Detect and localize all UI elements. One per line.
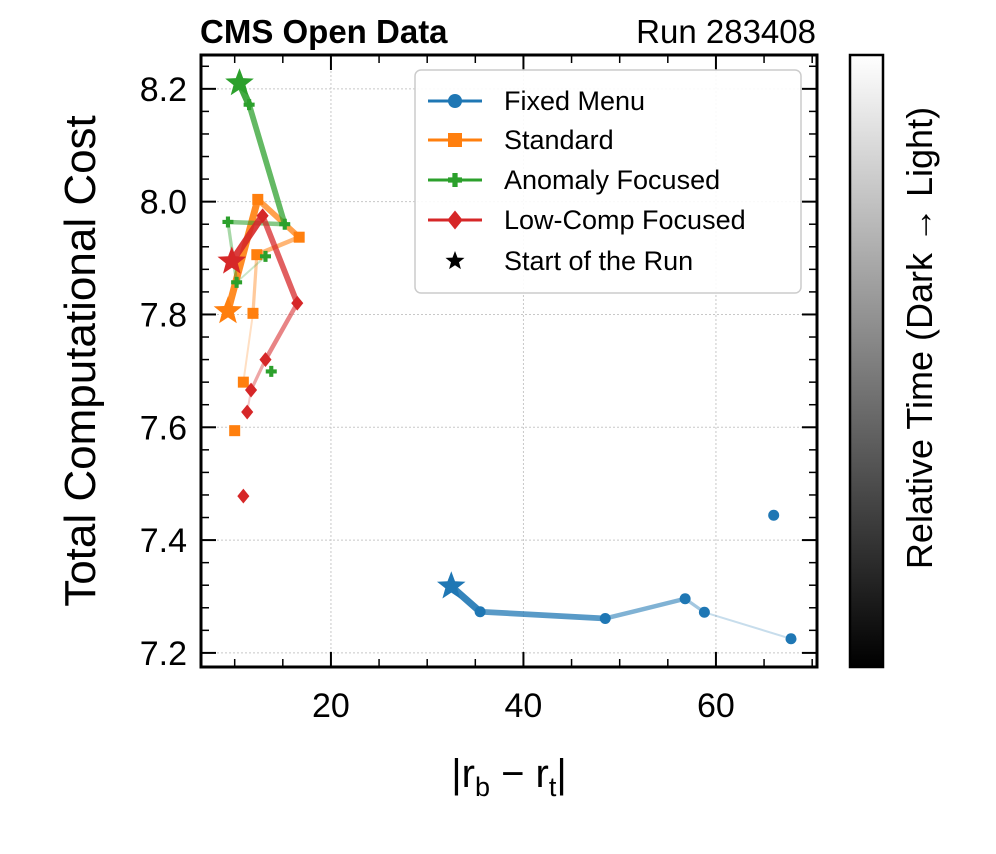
data-point (237, 376, 249, 388)
trajectory-segment (703, 611, 793, 640)
data-point (679, 593, 691, 605)
x-tick-label: 40 (505, 687, 543, 725)
run-label: Run 283408 (636, 13, 816, 50)
trajectory-segment (251, 253, 259, 315)
data-point (252, 193, 264, 205)
legend-marker (448, 94, 462, 108)
colorbar: Relative Time (Dark → Light) (848, 53, 940, 669)
legend-start-star (445, 251, 465, 270)
data-point (265, 365, 277, 377)
y-tick-label: 7.4 (140, 522, 187, 560)
start-star (225, 68, 254, 96)
data-point (768, 509, 780, 521)
data-point (243, 99, 255, 111)
legend-label: Standard (504, 125, 614, 155)
axis-ticks: 20 40 60 7.2 7.4 7.6 7.8 8.0 8.2 (140, 55, 817, 725)
legend-label: Anomaly Focused (504, 165, 720, 195)
trajectory-segment (603, 596, 688, 621)
trajectory-segment (259, 212, 301, 307)
legend-marker (448, 173, 462, 187)
y-axis-label: Total Computational Cost (56, 115, 105, 607)
x-axis-label: |rb − rt| (451, 752, 567, 802)
trajectory-segment (246, 101, 288, 228)
trajectory-segment (228, 212, 267, 265)
trajectory-segment (235, 255, 267, 284)
data-point (256, 208, 269, 224)
data-point (599, 612, 611, 624)
trajectory-segment (224, 195, 262, 315)
data-point (785, 633, 797, 645)
data-point (229, 425, 241, 437)
colorbar-label: Relative Time (Dark → Light) (899, 107, 940, 569)
data-point (237, 488, 250, 504)
start-star (217, 246, 247, 274)
legend-label: Start of the Run (504, 246, 693, 276)
legend: Fixed Menu Standard Anomaly Focused Low-Com… (414, 69, 802, 294)
data-point (259, 352, 272, 368)
colorbar-gradient (848, 53, 885, 669)
legend-marker (447, 210, 463, 230)
y-tick-label: 7.6 (140, 409, 187, 447)
start-star (437, 571, 466, 599)
y-tick-label: 7.2 (140, 635, 187, 673)
experiment-label: CMS Open Data (200, 13, 448, 50)
plot-frame (199, 53, 819, 669)
data-point (698, 606, 710, 618)
data-point (251, 249, 263, 261)
legend-box (414, 69, 802, 294)
trajectory-segment (249, 357, 268, 392)
series-low-comp-focused (217, 208, 304, 504)
legend-marker (448, 133, 462, 147)
x-tick-label: 60 (697, 687, 735, 725)
data-point (291, 295, 304, 311)
series-standard (213, 193, 305, 437)
legend-label: Fixed Menu (504, 86, 645, 116)
y-tick-label: 8.0 (140, 184, 187, 222)
series-fixed-menu (437, 509, 797, 645)
trajectory-segment (263, 300, 300, 362)
y-tick-label: 8.2 (140, 71, 187, 109)
data-point (222, 216, 234, 228)
start-star (213, 296, 243, 324)
data-point (279, 218, 291, 230)
trajectory-segment (254, 196, 303, 241)
data-point (247, 307, 259, 319)
data-point (241, 404, 254, 420)
data-layer (213, 68, 797, 645)
trajectory-segment (477, 608, 609, 622)
data-point (245, 382, 258, 398)
trajectory-segment (242, 312, 254, 384)
data-point (259, 250, 271, 262)
y-tick-label: 7.8 (140, 296, 187, 334)
data-point (293, 231, 305, 243)
data-point (474, 606, 486, 618)
data-point (231, 276, 243, 288)
x-tick-label: 20 (312, 687, 350, 725)
legend-label: Low-Comp Focused (504, 205, 746, 235)
